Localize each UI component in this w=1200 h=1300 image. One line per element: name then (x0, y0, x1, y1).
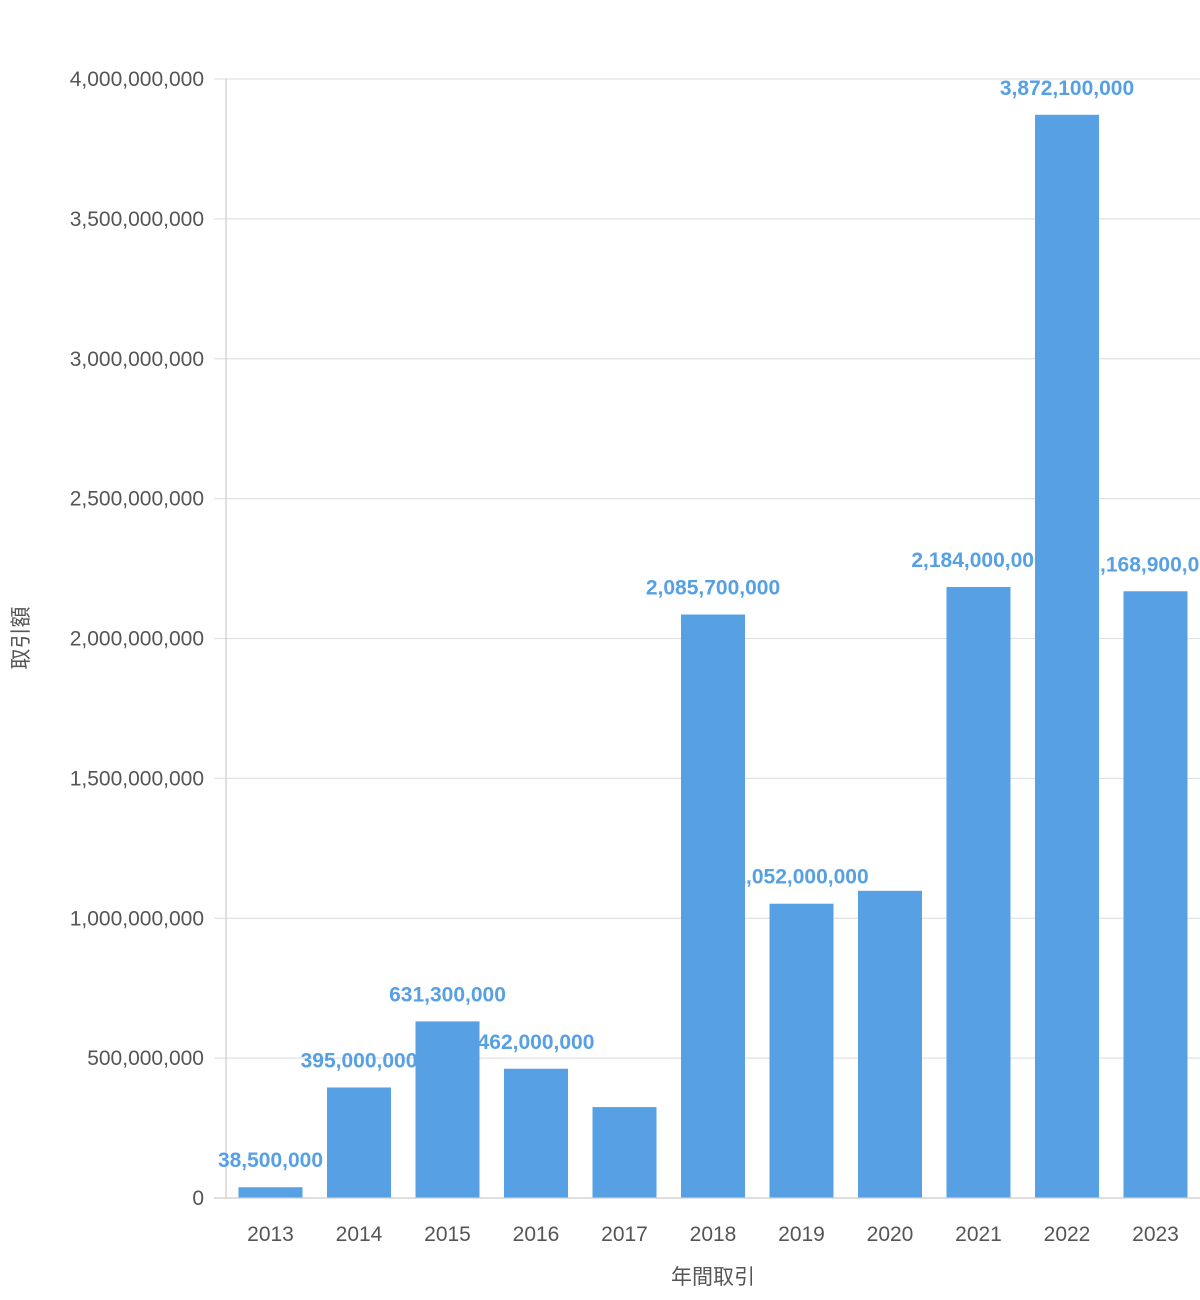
x-tick-label: 2020 (867, 1223, 914, 1246)
x-tick-label: 2015 (424, 1223, 471, 1246)
bar (1123, 591, 1188, 1198)
data-label: 1,052,000,000 (734, 866, 868, 889)
data-label: 395,000,000 (301, 1049, 418, 1072)
y-tick-label: 1,000,000,000 (70, 907, 204, 930)
x-tick-label: 2013 (247, 1223, 294, 1246)
x-tick-label: 2019 (778, 1223, 825, 1246)
y-tick-label: 2,000,000,000 (70, 628, 204, 651)
bar (592, 1107, 657, 1198)
bar (504, 1068, 568, 1198)
bar (415, 1021, 480, 1198)
data-label: 2,085,700,000 (646, 577, 780, 600)
bar (946, 587, 1011, 1198)
y-tick-label: 3,000,000,000 (70, 348, 204, 371)
bar (681, 614, 745, 1198)
x-tick-labels: 2013 2014 2015 2016 2017 2018 2019 2020 2021 2022… (247, 1223, 1179, 1246)
bar (858, 890, 922, 1198)
y-tick-label: 1,500,000,000 (70, 767, 204, 790)
x-tick-label: 2017 (601, 1223, 648, 1246)
x-tick-label: 2023 (1132, 1223, 1179, 1246)
y-tick-label: 2,500,000,000 (70, 488, 204, 511)
data-label: 38,500,000 (218, 1149, 323, 1172)
y-tick-label: 4,000,000,000 (70, 68, 204, 91)
data-labels: 38,500,000 395,000,000 631,300,000 462,000,… (218, 77, 1200, 1172)
x-axis-title: 年間取引 (671, 1265, 755, 1289)
data-label: 631,300,000 (389, 983, 506, 1006)
data-label: 3,872,100,000 (1000, 77, 1134, 100)
y-axis-title: 取引額 (9, 607, 33, 670)
data-label: 2,184,000,000 (911, 549, 1045, 572)
y-tick-label: 3,500,000,000 (70, 208, 204, 231)
y-tick-label: 500,000,000 (87, 1047, 204, 1070)
bar (769, 903, 834, 1198)
data-label: 2,168,900,000 (1088, 553, 1200, 576)
bar (238, 1187, 303, 1198)
bars (238, 114, 1188, 1198)
axes (214, 79, 1200, 1199)
bar (1035, 114, 1099, 1198)
x-tick-label: 2022 (1044, 1223, 1091, 1246)
y-tick-label: 0 (192, 1187, 204, 1210)
x-tick-label: 2014 (336, 1223, 383, 1246)
x-tick-label: 2016 (513, 1223, 560, 1246)
x-tick-label: 2021 (955, 1223, 1002, 1246)
y-tick-labels: 0 500,000,000 1,000,000,000 1,500,000,000 2,… (70, 68, 204, 1210)
x-tick-label: 2018 (690, 1223, 737, 1246)
bar (327, 1087, 391, 1198)
data-label: 462,000,000 (478, 1031, 595, 1054)
